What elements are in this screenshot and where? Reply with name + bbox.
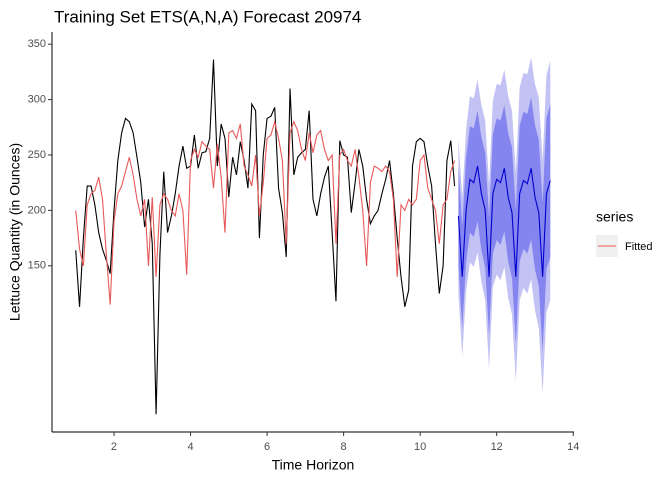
y-tick-label: 200 (28, 204, 46, 216)
y-tick-label: 300 (28, 93, 46, 105)
x-tick-label: 8 (341, 441, 347, 453)
legend-label: Fitted (625, 241, 653, 253)
y-axis-label: Lettuce Quantity (in Ounces) (7, 143, 23, 321)
x-tick-label: 12 (491, 441, 503, 453)
x-tick-label: 4 (187, 441, 193, 453)
x-tick-label: 14 (567, 441, 579, 453)
forecast-line (457, 165, 551, 277)
x-tick-label: 6 (264, 441, 270, 453)
x-tick-label: 2 (111, 441, 117, 453)
series-line (75, 59, 456, 415)
y-tick-label: 350 (28, 38, 46, 50)
y-tick-label: 150 (28, 260, 46, 272)
legend-title: series (596, 209, 633, 225)
x-axis-label: Time Horizon (272, 457, 355, 473)
chart-title: Training Set ETS(A,N,A) Forecast 20974 (54, 7, 361, 26)
x-tick-label: 10 (414, 441, 426, 453)
y-tick-label: 250 (28, 149, 46, 161)
series-line (75, 119, 456, 305)
ci80-band (458, 97, 551, 352)
